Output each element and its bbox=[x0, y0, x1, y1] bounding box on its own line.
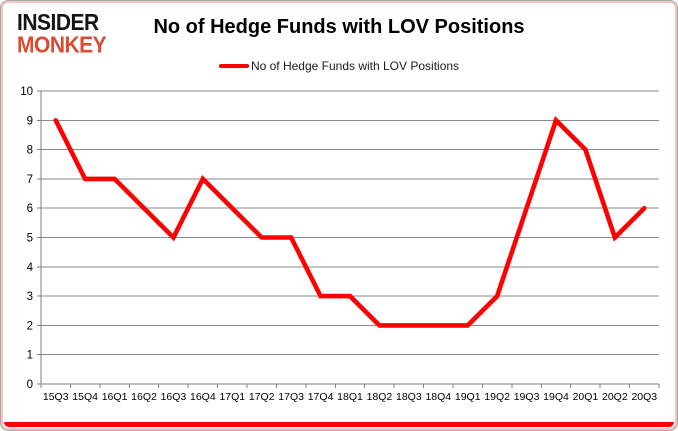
svg-text:20Q2: 20Q2 bbox=[602, 391, 628, 403]
svg-text:19Q1: 19Q1 bbox=[455, 391, 481, 403]
svg-text:0: 0 bbox=[27, 379, 33, 391]
logo-line-monkey: MONKEY bbox=[17, 31, 107, 58]
chart-title: No of Hedge Funds with LOV Positions bbox=[153, 16, 525, 38]
svg-text:15Q3: 15Q3 bbox=[43, 391, 69, 403]
svg-text:18Q1: 18Q1 bbox=[337, 391, 363, 403]
svg-text:17Q3: 17Q3 bbox=[278, 391, 304, 403]
chart-legend: No of Hedge Funds with LOV Positions bbox=[1, 59, 677, 73]
bottom-red-accent-bar bbox=[4, 422, 674, 427]
line-chart-plot-area: 0 1 2 3 4 5 6 7 8 9 10 15Q3 15Q4 16Q1 16Q2 16Q3 16Q4 17Q1… bbox=[20, 86, 660, 403]
svg-text:19Q4: 19Q4 bbox=[543, 391, 569, 403]
svg-text:9: 9 bbox=[27, 115, 33, 127]
svg-text:3: 3 bbox=[27, 291, 33, 303]
legend-label: No of Hedge Funds with LOV Positions bbox=[250, 59, 460, 73]
svg-text:5: 5 bbox=[27, 233, 33, 245]
svg-text:16Q2: 16Q2 bbox=[131, 391, 157, 403]
svg-text:16Q1: 16Q1 bbox=[102, 391, 128, 403]
svg-text:2: 2 bbox=[27, 320, 33, 332]
svg-text:18Q4: 18Q4 bbox=[425, 391, 451, 403]
svg-text:16Q4: 16Q4 bbox=[190, 391, 216, 403]
svg-text:17Q4: 17Q4 bbox=[308, 391, 334, 403]
svg-text:6: 6 bbox=[27, 203, 33, 215]
svg-text:8: 8 bbox=[27, 145, 33, 157]
svg-text:19Q2: 19Q2 bbox=[484, 391, 510, 403]
svg-text:17Q2: 17Q2 bbox=[249, 391, 275, 403]
svg-text:20Q3: 20Q3 bbox=[631, 391, 657, 403]
svg-text:4: 4 bbox=[27, 262, 34, 274]
svg-text:7: 7 bbox=[27, 174, 33, 186]
svg-text:17Q1: 17Q1 bbox=[219, 391, 245, 403]
svg-text:1: 1 bbox=[27, 350, 33, 362]
svg-text:15Q4: 15Q4 bbox=[72, 391, 98, 403]
svg-text:18Q2: 18Q2 bbox=[367, 391, 393, 403]
logo-line-insider: INSIDER bbox=[17, 9, 99, 36]
svg-text:18Q3: 18Q3 bbox=[396, 391, 422, 403]
svg-text:19Q3: 19Q3 bbox=[514, 391, 540, 403]
svg-text:16Q3: 16Q3 bbox=[161, 391, 187, 403]
svg-text:10: 10 bbox=[20, 86, 33, 98]
legend-line-swatch bbox=[218, 64, 249, 68]
svg-text:20Q1: 20Q1 bbox=[573, 391, 599, 403]
insider-monkey-logo: INSIDER MONKEY bbox=[17, 9, 107, 58]
